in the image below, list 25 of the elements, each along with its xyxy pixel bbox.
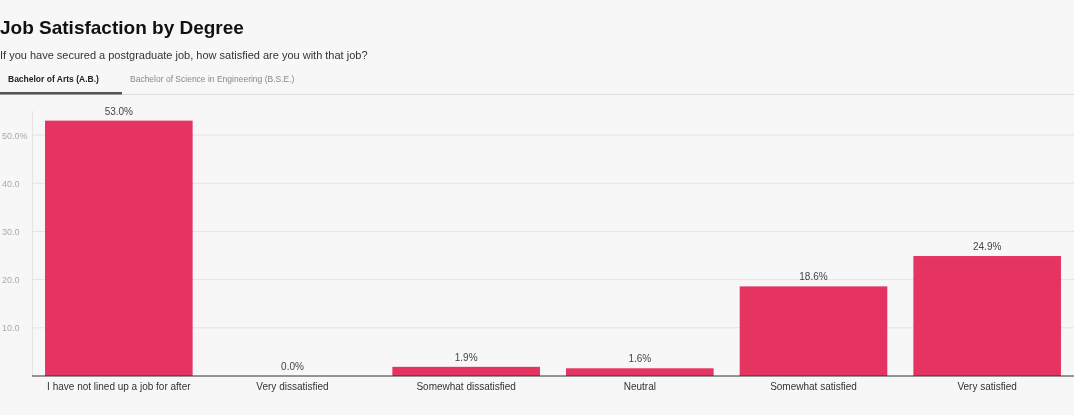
- data-label: 1.6%: [628, 353, 652, 365]
- bar: [566, 368, 714, 376]
- bar: [739, 286, 888, 376]
- y-tick-label: 40.0: [2, 178, 20, 189]
- x-tick-label: Neutral: [623, 381, 656, 392]
- y-tick-label: 10.0: [2, 323, 20, 334]
- data-label: 18.6%: [799, 271, 828, 283]
- x-tick-label: Very satisfied: [957, 381, 1017, 392]
- y-tick-label: 50.0%: [2, 130, 28, 141]
- x-tick-label: I have not lined up a job for after: [47, 381, 192, 392]
- bar: [913, 256, 1061, 376]
- x-tick-label: Somewhat dissatisfied: [416, 381, 516, 392]
- x-tick-label: Very dissatisfied: [256, 381, 329, 392]
- data-label: 1.9%: [454, 351, 478, 363]
- data-label: 53.0%: [104, 105, 134, 117]
- data-label: 24.9%: [972, 241, 1002, 253]
- text: Bachelor of Science in Engineering (B.S.E.): [130, 74, 295, 84]
- y-tick-label: 20.0: [2, 275, 20, 286]
- data-label: 0.0%: [281, 361, 304, 372]
- x-tick-label: Somewhat satisfied: [770, 381, 857, 392]
- y-tick-label: 30.0: [2, 226, 20, 237]
- text: Bachelor of Arts (A.B.): [8, 74, 99, 84]
- bar: [45, 120, 193, 376]
- chart-title: Job Satisfaction by Degree: [0, 17, 244, 38]
- chart-subtitle: If you have secured a postgraduate job, how satisfied are you with that job?: [0, 49, 368, 61]
